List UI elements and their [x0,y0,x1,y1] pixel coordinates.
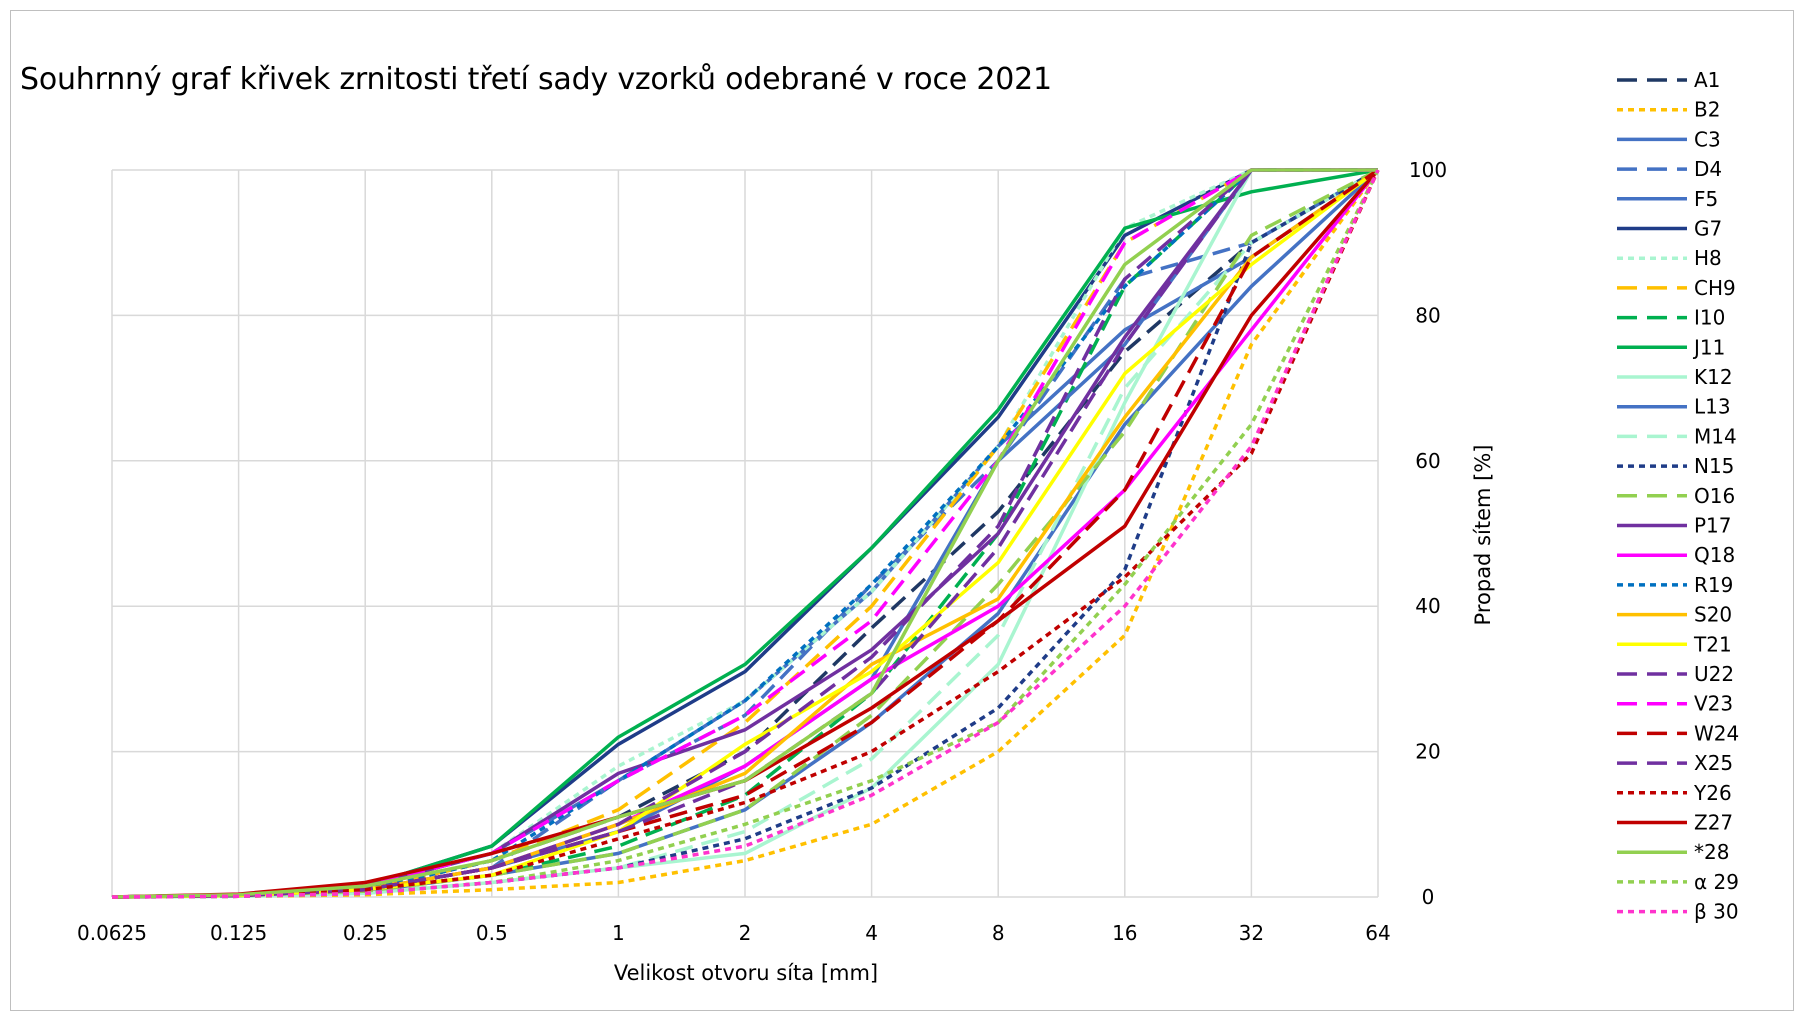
x-tick-label: 2 [739,921,752,945]
legend-entry: U22 [1694,662,1734,686]
legend-entry: Q18 [1694,543,1735,567]
chart-frame [10,10,1794,1011]
x-tick-label: 16 [1112,921,1137,945]
legend-entry: V23 [1694,692,1733,716]
y-tick-label: 40 [1415,594,1440,618]
legend-entry: O16 [1694,484,1735,508]
legend-entry: A1 [1694,68,1720,92]
series-line [111,168,1378,899]
legend: A1 B2 C3 D4 F5 G7 H8 CH9 I10 J11 K12 L13 M14 N15 O16 P1… [1617,68,1739,924]
series-line [111,168,1378,899]
legend-entry: B2 [1694,98,1720,122]
legend-entry: D4 [1694,157,1722,181]
legend-entry: *28 [1694,840,1729,864]
x-tick-labels: 0.0625 0.125 0.25 0.5 1 2 4 8 16 32 64 [77,921,1391,945]
y-tick-label: 0 [1422,885,1435,909]
y-tick-label: 80 [1415,303,1440,327]
legend-entry: α 29 [1694,870,1739,894]
series-line [111,169,1380,899]
x-tick-label: 0.5 [476,921,508,945]
y-axis-label: Propad sítem [%] [1471,445,1495,626]
x-tick-label: 8 [992,921,1005,945]
legend-entry: S20 [1694,603,1732,627]
y-tick-labels: 0 20 40 60 80 100 [1409,158,1447,909]
series-line [111,168,1378,899]
series-line [111,169,1380,899]
x-tick-label: 0.0625 [77,921,147,945]
y-tick-label: 100 [1409,158,1447,182]
series-line [111,168,1379,899]
x-tick-label: 1 [612,921,625,945]
series-line [111,168,1379,899]
legend-entry: Y26 [1693,781,1732,805]
legend-entry: P17 [1694,514,1732,538]
x-tick-label: 32 [1239,921,1264,945]
legend-entry: R19 [1694,573,1733,597]
legend-entry: β 30 [1694,900,1739,924]
x-axis-label: Velikost otvoru síta [mm] [614,961,878,985]
legend-entry: T21 [1693,632,1732,656]
x-tick-label: 0.125 [210,921,267,945]
y-tick-label: 60 [1415,449,1440,473]
x-tick-label: 64 [1365,921,1390,945]
legend-entry: CH9 [1694,276,1736,300]
legend-entry: L13 [1694,395,1731,419]
legend-entry: X25 [1694,751,1733,775]
legend-entry: H8 [1694,246,1722,270]
legend-entry: I10 [1694,306,1725,330]
legend-entry: N15 [1694,454,1734,478]
legend-entry: G7 [1694,217,1722,241]
legend-entry: K12 [1694,365,1733,389]
series-line [111,168,1379,899]
legend-entry: W24 [1694,721,1739,745]
legend-entry: Z27 [1694,811,1733,835]
x-tick-label: 4 [865,921,878,945]
series-layer [111,168,1380,899]
legend-entry: F5 [1694,187,1718,211]
y-tick-label: 20 [1415,740,1440,764]
legend-entry: C3 [1694,127,1721,151]
chart-title: Souhrnný graf křivek zrnitosti třetí sad… [20,62,1052,97]
legend-entry: M14 [1694,424,1737,448]
x-tick-label: 0.25 [343,921,388,945]
legend-entry: J11 [1692,335,1725,359]
grid-layer [111,169,1379,898]
